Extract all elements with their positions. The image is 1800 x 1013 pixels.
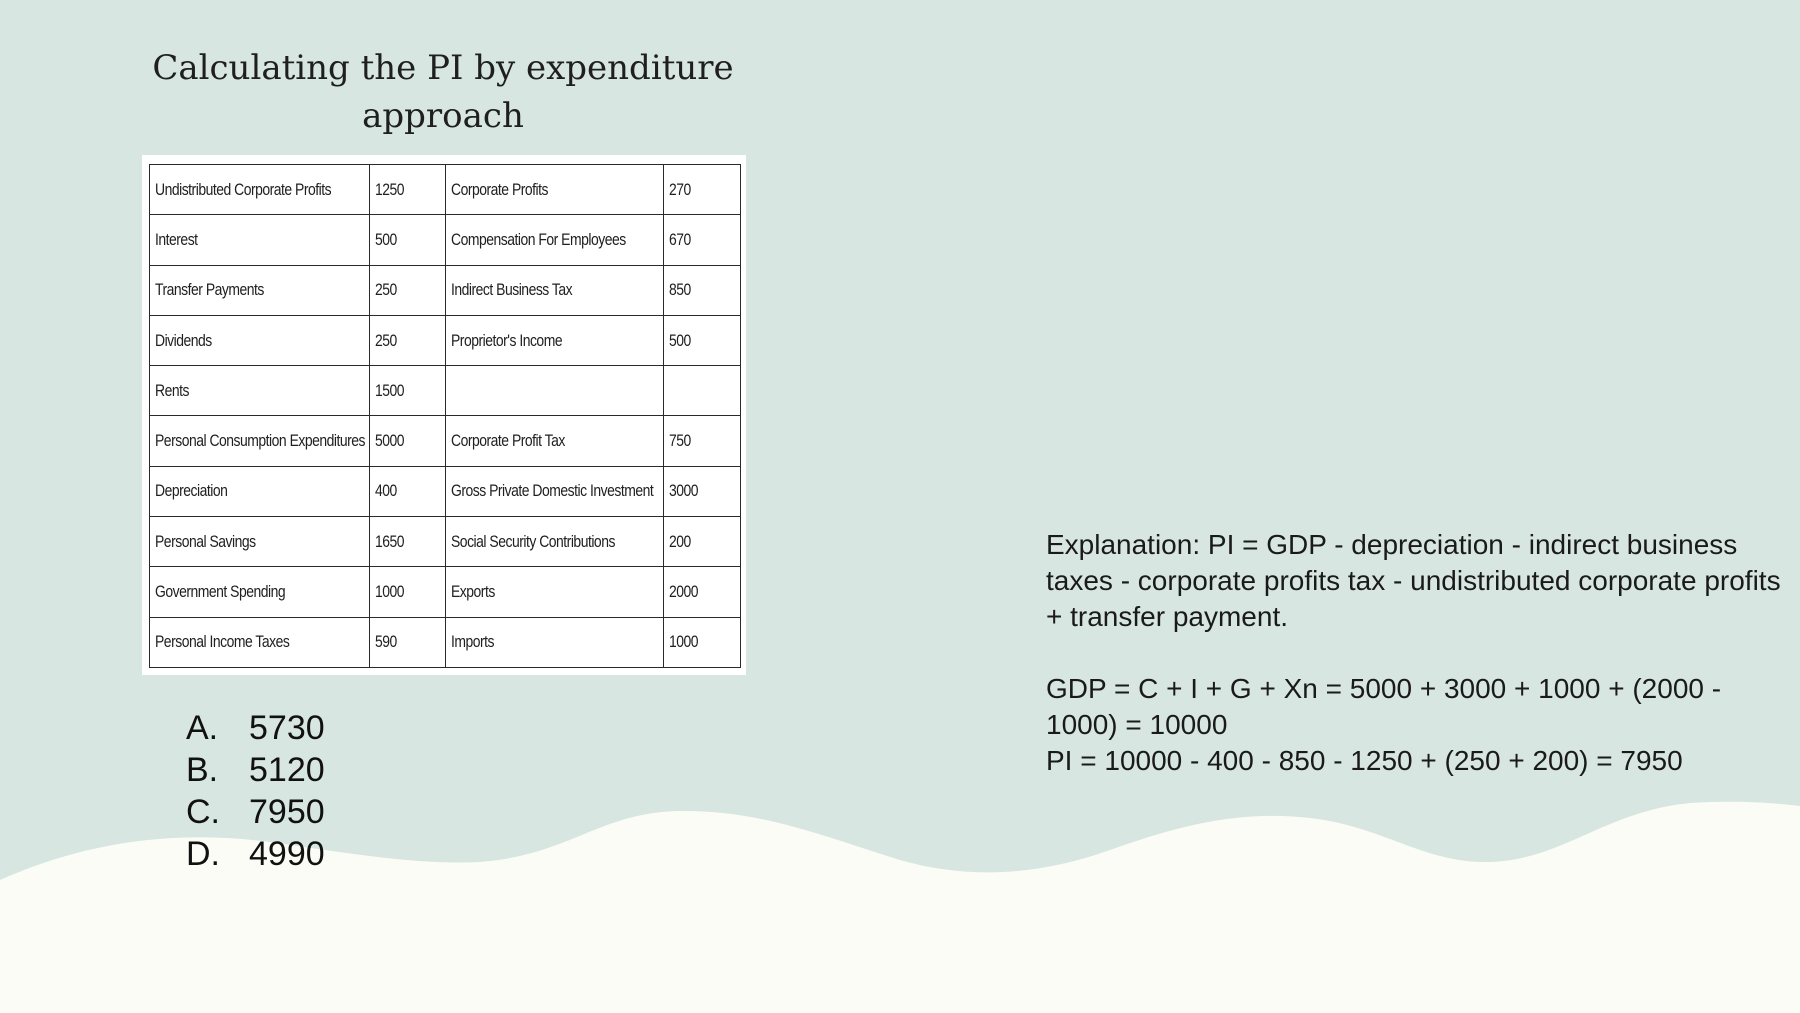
table-row: Interest 500 Compensation For Employees … [149,214,741,266]
table-cell-label: Government Spending [149,566,370,618]
answer-option-a: A. 5730 [186,707,325,749]
table-cell-value: 670 [663,214,741,266]
table-cell-value: 270 [663,163,741,216]
table-cell-value [663,365,741,417]
table-row: Personal Consumption Expenditures 5000 C… [149,415,741,467]
table-row: Undistributed Corporate Profits 1250 Cor… [149,163,741,216]
table-row: Dividends 250 Proprietor's Income 500 [149,314,741,367]
table-cell-label: Compensation For Employees [445,214,664,266]
answer-options: A. 5730 B. 5120 C. 7950 D. 4990 [186,707,325,875]
table-cell-value: 500 [663,314,741,367]
table-cell-label: Personal Consumption Expenditures [149,415,370,467]
table-cell-value: 1650 [369,516,446,568]
table-cell-label: Dividends [149,314,370,367]
table-cell-value: 1000 [369,566,446,618]
table-cell-value: 3000 [663,465,741,518]
table-cell-value: 250 [369,314,446,367]
table-cell-label: Corporate Profit Tax [445,415,664,467]
table-cell-label: Imports [445,616,664,669]
table-cell-value: 500 [369,214,446,266]
option-letter: C. [186,793,220,831]
table-row: Depreciation 400 Gross Private Domestic … [149,465,741,518]
table-cell-label: Proprietor's Income [445,314,664,367]
pi-calculation: PI = 10000 - 400 - 850 - 1250 + (250 + 2… [1046,745,1683,776]
wave-shape [0,801,1800,1013]
table-cell-label: Personal Savings [149,516,370,568]
explanation-text: Explanation: PI = GDP - depreciation - i… [1046,529,1781,632]
table-row: Rents 1500 [149,365,741,417]
table-cell-value: 1500 [369,365,446,417]
table-cell-value: 250 [369,264,446,316]
option-letter: A. [186,709,219,747]
option-value: 4990 [249,835,325,873]
table-cell-value: 2000 [663,566,741,618]
table-cell-label: Corporate Profits [445,163,664,216]
option-value: 5730 [249,709,325,747]
table-row: Personal Income Taxes 590 Imports 1000 [149,616,741,669]
table-cell-label: Social Security Contributions [445,516,664,568]
gdp-calculation: GDP = C + I + G + Xn = 5000 + 3000 + 100… [1046,673,1722,740]
answer-option-c: C. 7950 [186,791,325,833]
table-cell-value: 200 [663,516,741,568]
data-table-card: Undistributed Corporate Profits 1250 Cor… [142,155,746,675]
option-letter: D. [186,835,220,873]
table-cell-value: 1250 [369,163,446,216]
table-row: Government Spending 1000 Exports 2000 [149,566,741,618]
answer-option-d: D. 4990 [186,833,325,875]
answer-option-b: B. 5120 [186,749,325,791]
explanation-block: Explanation: PI = GDP - depreciation - i… [1046,527,1786,779]
option-value: 5120 [249,751,325,789]
table-cell-label: Transfer Payments [149,264,370,316]
table-cell-label: Interest [149,214,370,266]
table-cell-label: Exports [445,566,664,618]
table-cell-value: 850 [663,264,741,316]
table-cell-value: 1000 [663,616,741,669]
table-cell-value: 400 [369,465,446,518]
table-cell-label: Undistributed Corporate Profits [149,163,370,216]
table-row: Transfer Payments 250 Indirect Business … [149,264,741,316]
option-value: 7950 [249,793,325,831]
income-data-table: Undistributed Corporate Profits 1250 Cor… [149,163,741,669]
table-cell-label: Gross Private Domestic Investment [445,465,664,518]
option-letter: B. [186,751,219,789]
table-cell-label [445,365,664,417]
table-cell-label: Rents [149,365,370,417]
table-cell-label: Indirect Business Tax [445,264,664,316]
table-row: Personal Savings 1650 Social Security Co… [149,516,741,568]
slide-title: Calculating the PI by expenditure approa… [152,48,734,136]
table-cell-value: 750 [663,415,741,467]
spacer [1046,635,1786,671]
table-cell-label: Depreciation [149,465,370,518]
table-cell-value: 5000 [369,415,446,467]
table-cell-label: Personal Income Taxes [149,616,370,669]
table-cell-value: 590 [369,616,446,669]
